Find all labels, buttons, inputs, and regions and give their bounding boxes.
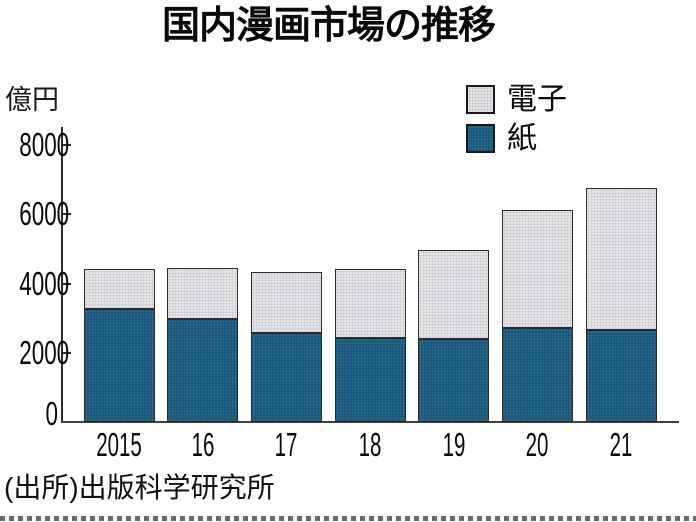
bar-21-digital-segment (586, 188, 657, 330)
y-axis-line (61, 127, 63, 422)
bar-17-digital-segment (251, 272, 322, 333)
x-tick-label-2015: 2015 (96, 426, 142, 463)
bar-20-paper-segment (502, 328, 573, 422)
y-tick-mark (63, 282, 71, 285)
legend-swatch-paper (466, 123, 495, 153)
bar-18-paper-segment (335, 338, 406, 422)
bar-16-paper-segment (167, 319, 238, 422)
y-tick-label: 0 (45, 395, 58, 432)
bar-21-paper-segment (586, 330, 657, 422)
bar-19-digital-segment (418, 250, 489, 339)
bar-2015-paper-segment (84, 309, 155, 422)
y-tick-mark (63, 213, 71, 216)
legend-label-paper: 紙 (507, 121, 537, 155)
chart-title: 国内漫画市場の推移 (162, 5, 496, 47)
y-tick-mark (63, 351, 71, 354)
y-axis-unit-label: 億円 (5, 85, 59, 115)
bar-18-digital-segment (335, 269, 406, 338)
y-tick-label: 4000 (19, 264, 70, 302)
x-tick-label-16: 16 (191, 426, 215, 463)
legend: 電子 紙 (466, 84, 567, 154)
bar-17-paper-segment (251, 333, 322, 422)
x-tick-label-17: 17 (274, 426, 298, 463)
x-tick-label-19: 19 (442, 426, 466, 463)
y-tick-label: 6000 (19, 195, 70, 233)
legend-item-paper: 紙 (466, 121, 567, 155)
legend-label-digital: 電子 (507, 83, 567, 116)
bar-2015-digital-segment (84, 269, 155, 309)
y-tick-mark (63, 144, 71, 146)
x-axis-line (61, 421, 679, 423)
x-tick-label-20: 20 (525, 426, 549, 463)
x-tick-label-18: 18 (358, 426, 382, 463)
bar-16-digital-segment (167, 268, 238, 319)
page-edge-artifact (0, 516, 696, 521)
y-tick-label: 2000 (19, 333, 70, 371)
legend-swatch-digital (466, 85, 495, 115)
bar-19-paper-segment (418, 339, 489, 422)
source-note: (出所)出版科学研究所 (4, 472, 275, 503)
y-tick-label: 8000 (19, 126, 70, 163)
bar-20-digital-segment (502, 210, 573, 328)
x-tick-label-21: 21 (609, 426, 633, 463)
legend-item-digital: 電子 (466, 84, 567, 116)
